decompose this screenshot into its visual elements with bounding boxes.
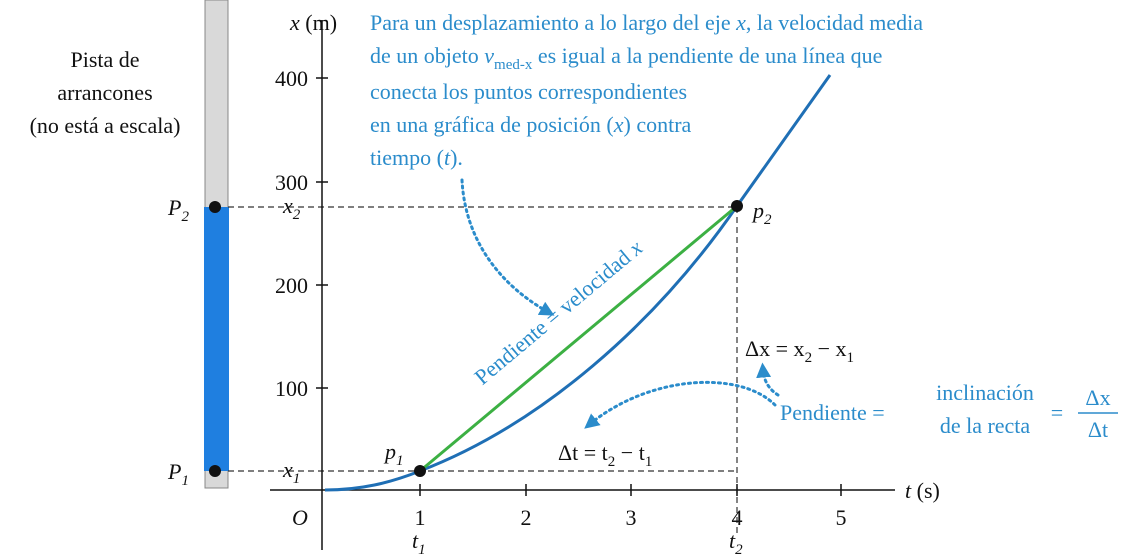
t: (m): [300, 10, 337, 35]
t: conecta los puntos correspondientes: [370, 79, 687, 104]
y-tick-label: 200: [275, 273, 308, 298]
formula-num: Δx: [1085, 385, 1110, 410]
point-p2: [731, 200, 743, 212]
position-curve: [324, 74, 832, 492]
track-p1: P1: [167, 459, 189, 489]
t: x: [289, 10, 300, 35]
t: 2: [181, 209, 189, 225]
t: P: [167, 195, 181, 220]
t: 1: [181, 473, 189, 489]
x-label: t (s): [905, 478, 940, 503]
t: Δt = t: [558, 440, 608, 465]
annotation-line: Para un desplazamiento a lo largo del ej…: [370, 10, 923, 35]
t: t: [729, 528, 736, 553]
t: de un objeto: [370, 43, 484, 68]
x-tick-label: 2: [521, 505, 532, 530]
t: x: [735, 10, 746, 35]
formula-word: de la recta: [940, 413, 1031, 438]
formula-lead: Pendiente =: [780, 400, 885, 425]
t: x: [282, 193, 293, 218]
track-label: arrancones: [57, 80, 152, 105]
track-blur: [204, 207, 229, 471]
t1-label: t1: [412, 528, 426, 558]
y-tick-label: 400: [275, 66, 308, 91]
t2-label: t2: [729, 528, 743, 558]
p2-label: p2: [751, 198, 772, 228]
t: med-x: [494, 57, 533, 73]
t: P: [167, 459, 181, 484]
annotation-line: en una gráfica de posición (x) contra: [370, 112, 692, 137]
arrow: [460, 178, 555, 316]
delta-x: Δx = x2 − x1: [745, 336, 854, 366]
annotation-line: tiempo (t).: [370, 145, 463, 170]
t: 1: [418, 542, 426, 558]
t: 2: [805, 350, 813, 366]
secant-line: [419, 204, 738, 473]
t: Δx = x: [745, 336, 805, 361]
annotation-line: de un objeto vmed-x es igual a la pendie…: [370, 43, 882, 73]
t: 1: [293, 471, 301, 487]
t: 1: [645, 454, 653, 470]
arrow: [584, 380, 777, 429]
annotation: Para un desplazamiento a lo largo del ej…: [370, 10, 923, 170]
t: 2: [608, 454, 616, 470]
annotation-line: conecta los puntos correspondientes: [370, 79, 687, 104]
t: ) contra: [624, 112, 692, 137]
t: 2: [764, 212, 772, 228]
p1-dot: [209, 465, 221, 477]
origin: O: [292, 505, 308, 530]
x-tick-label: 5: [836, 505, 847, 530]
y-tick-label: 100: [275, 376, 308, 401]
x-tick-label: 1: [415, 505, 426, 530]
t: v: [484, 43, 494, 68]
t: − x: [812, 336, 846, 361]
t: 1: [846, 350, 854, 366]
t: 2: [735, 542, 743, 558]
t: Pendiente = velocidad: [469, 241, 639, 389]
arrow: [756, 362, 780, 397]
ticks: [316, 77, 842, 496]
t: t: [905, 478, 912, 503]
t: 2: [293, 207, 301, 223]
x-tick-label: 3: [626, 505, 637, 530]
t: x: [282, 457, 293, 482]
t: p: [383, 439, 396, 464]
x2-label: x2: [282, 193, 301, 223]
t: , la velocidad media: [746, 10, 923, 35]
y-tick-label: 300: [275, 170, 308, 195]
t: − t: [615, 440, 645, 465]
formula-eq: =: [1051, 400, 1063, 425]
track-label: (no está a escala): [30, 113, 181, 138]
slope-label: Pendiente = velocidad x: [469, 235, 647, 390]
y-label: x (m): [289, 10, 337, 35]
track-p2: P2: [167, 195, 189, 225]
formula-word: inclinación: [936, 380, 1034, 405]
t: en una gráfica de posición (: [370, 112, 614, 137]
p2-dot: [209, 201, 221, 213]
t: t: [412, 528, 419, 553]
p1-label: p1: [383, 439, 404, 469]
track-label: Pista de: [70, 47, 139, 72]
t: t: [444, 145, 451, 170]
t: (s): [911, 478, 940, 503]
t: tiempo (: [370, 145, 444, 170]
t: 1: [396, 453, 404, 469]
t: p: [751, 198, 764, 223]
t: es igual a la pendiente de una línea que: [532, 43, 882, 68]
formula-den: Δt: [1088, 417, 1108, 442]
t: ).: [450, 145, 463, 170]
t: x: [613, 112, 624, 137]
t: Para un desplazamiento a lo largo del ej…: [370, 10, 736, 35]
point-p1: [414, 465, 426, 477]
x1-label: x1: [282, 457, 300, 487]
delta-t: Δt = t2 − t1: [558, 440, 652, 470]
x-tick-label: 4: [732, 505, 743, 530]
